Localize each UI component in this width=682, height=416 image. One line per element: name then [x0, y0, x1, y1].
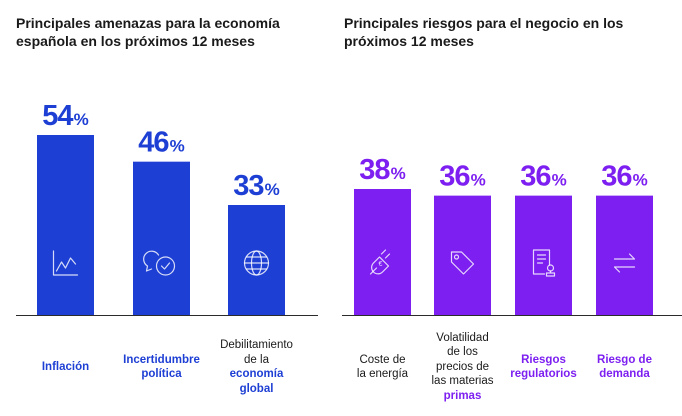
risk-category-label-line: primas	[443, 389, 482, 402]
price-tag-icon	[450, 251, 475, 275]
risk-category-label-line: precios de	[435, 360, 490, 373]
risk-category-label-line: Coste de	[359, 353, 406, 366]
exchange-arrows-icon	[613, 253, 636, 273]
risk-category-label-line: Riesgos	[521, 353, 566, 366]
threat-bar	[133, 161, 190, 315]
line-chart-icon	[52, 250, 79, 276]
risk-category-label-line: demanda	[599, 368, 650, 380]
risks-panel: Principales riesgos para el negocio en l…	[342, 0, 682, 416]
threat-category-label-line: global	[239, 382, 274, 395]
threat-value-label: 46%	[138, 127, 184, 159]
threat-category-label-line: economía	[229, 368, 284, 380]
speech-check-icon	[143, 250, 176, 276]
risk-category-label: Riesgos regulatorios	[504, 353, 584, 382]
risk-category-label-line: las materias	[431, 375, 494, 388]
svg-text:€: €	[379, 261, 383, 268]
document-stamp-icon	[532, 249, 556, 277]
threat-category-label-line: política	[141, 368, 182, 380]
threat-category-label: Debilitamiento de la economía global	[211, 338, 303, 396]
risk-category-label-line: Riesgo de	[597, 353, 652, 366]
risk-value-label: 36%	[439, 161, 485, 193]
threat-value-label: 33%	[233, 170, 279, 202]
threats-panel: Principales amenazas para la economía es…	[0, 0, 318, 416]
risk-value-label: 36%	[601, 161, 647, 193]
risk-bar	[354, 189, 411, 315]
risk-bar	[596, 195, 653, 315]
risk-category-label-line: Volatilidad	[436, 331, 489, 344]
risks-chart-title: Principales riesgos para el negocio en l…	[344, 15, 624, 49]
risk-category-label-line: de los	[447, 346, 478, 359]
risk-value-label: 38%	[359, 154, 405, 186]
threats-bar-chart: 54% 46% 33%	[16, 100, 318, 316]
risk-category-label: Coste de la energía	[343, 353, 423, 382]
threat-category-label: Inflación	[20, 360, 112, 375]
euro-plug-icon: €	[369, 249, 391, 275]
threat-value-label: 54%	[42, 100, 88, 132]
threat-category-label-line: Incertidumbre	[123, 353, 200, 366]
threat-bar	[228, 205, 285, 315]
threat-category-label: Incertidumbre política	[116, 353, 208, 382]
risk-bar	[434, 195, 491, 315]
risk-value-label: 36%	[520, 161, 566, 193]
risks-bar-chart: 38% €36% 36% 36%	[342, 154, 682, 316]
globe-icon	[243, 250, 270, 276]
threat-category-label-line: Inflación	[41, 360, 90, 373]
threat-bar	[37, 135, 94, 315]
risk-category-label: Volatilidad de los precios de las materias p…	[423, 331, 503, 404]
threat-category-label-line: de la	[244, 353, 269, 366]
threat-category-label-line: Debilitamiento	[220, 339, 293, 351]
risk-category-label-line: regulatorios	[510, 368, 577, 380]
threats-chart-title: Principales amenazas para la economía es…	[16, 15, 280, 49]
risk-category-label-line: la energía	[356, 368, 409, 380]
risk-category-label: Riesgo de demanda	[585, 353, 665, 382]
